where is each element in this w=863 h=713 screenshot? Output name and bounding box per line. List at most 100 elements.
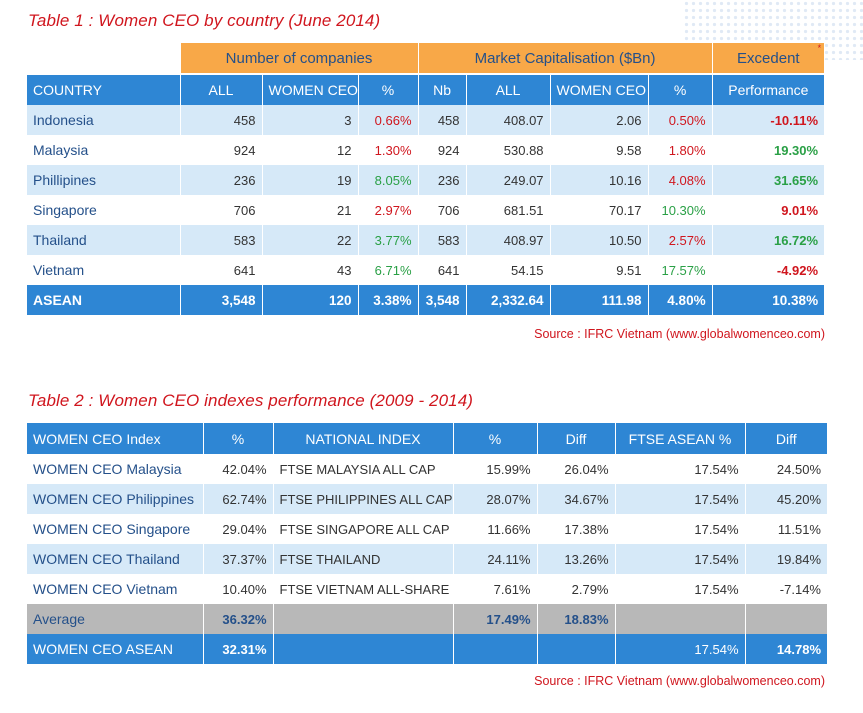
performance-cell: -10.11% <box>712 105 825 135</box>
table1-title: Table 1 : Women CEO by country (June 201… <box>28 11 381 30</box>
cap-all-cell: 681.51 <box>466 195 551 225</box>
performance-cell: 31.65% <box>712 165 825 195</box>
table-row: WOMEN CEO Vietnam 10.40% FTSE VIETNAM AL… <box>27 574 827 604</box>
total-cap-all-cell: 2,332.64 <box>466 285 551 315</box>
asean-national-cell <box>273 634 454 664</box>
total-pct-cell: 3.38% <box>358 285 419 315</box>
national-index-cell: FTSE THAILAND <box>273 544 454 574</box>
national-index-cell: FTSE PHILIPPINES ALL CAP <box>273 484 454 514</box>
total-cap-women-cell: 111.98 <box>550 285 649 315</box>
national-pct-cell: 15.99% <box>453 454 538 484</box>
ftse-asean-cell: 17.54% <box>615 544 746 574</box>
asean-national-pct-cell <box>453 634 538 664</box>
col-header-national-pct: % <box>453 423 538 454</box>
average-pct-cell: 36.32% <box>203 604 274 634</box>
col-header-cap-women-ceo: WOMEN CEO <box>550 74 649 105</box>
pct-cell: 62.74% <box>203 484 274 514</box>
pct-cell: 6.71% <box>358 255 419 285</box>
table-row: Singapore 706 21 2.97% 706 681.51 70.17 … <box>27 195 825 225</box>
col-header-all: ALL <box>180 74 263 105</box>
col-header-ftse-asean-pct: FTSE ASEAN % <box>615 423 746 454</box>
nb-cell: 641 <box>418 255 467 285</box>
table-row: Thailand 583 22 3.77% 583 408.97 10.50 2… <box>27 225 825 255</box>
women-cell: 21 <box>262 195 359 225</box>
average-diff-cell: 18.83% <box>537 604 616 634</box>
asean-diff-asean-cell: 14.78% <box>745 634 827 664</box>
ftse-asean-cell: 17.54% <box>615 484 746 514</box>
col-header-country: COUNTRY <box>27 74 181 105</box>
nb-cell: 236 <box>418 165 467 195</box>
ftse-asean-cell: 17.54% <box>615 514 746 544</box>
average-row: Average 36.32% 17.49% 18.83% <box>27 604 827 634</box>
cap-women-cell: 10.50 <box>550 225 649 255</box>
country-cell: Indonesia <box>27 105 181 135</box>
cap-women-cell: 9.58 <box>550 135 649 165</box>
total-women-cell: 120 <box>262 285 359 315</box>
index-name-cell: WOMEN CEO Vietnam <box>27 574 204 604</box>
col-header-nb: Nb <box>418 74 467 105</box>
women-cell: 22 <box>262 225 359 255</box>
average-ftse-cell <box>615 604 746 634</box>
performance-cell: 16.72% <box>712 225 825 255</box>
table2-source: Source : IFRC Vietnam (www.globalwomence… <box>534 674 825 688</box>
women-cell: 19 <box>262 165 359 195</box>
pct-cell: 29.04% <box>203 514 274 544</box>
average-diff-asean-cell <box>745 604 827 634</box>
all-cell: 706 <box>180 195 263 225</box>
national-index-cell: FTSE MALAYSIA ALL CAP <box>273 454 454 484</box>
country-cell: Thailand <box>27 225 181 255</box>
table1-source: Source : IFRC Vietnam (www.globalwomence… <box>534 327 825 341</box>
all-cell: 641 <box>180 255 263 285</box>
asean-pct-cell: 32.31% <box>203 634 274 664</box>
cap-pct-cell: 2.57% <box>648 225 713 255</box>
performance-cell: -4.92% <box>712 255 825 285</box>
ftse-asean-cell: 17.54% <box>615 574 746 604</box>
asean-ftse-cell: 17.54% <box>615 634 746 664</box>
index-name-cell: WOMEN CEO Thailand <box>27 544 204 574</box>
table-row: Phillipines 236 19 8.05% 236 249.07 10.1… <box>27 165 825 195</box>
national-index-cell: FTSE VIETNAM ALL-SHARE <box>273 574 454 604</box>
pct-cell: 3.77% <box>358 225 419 255</box>
all-cell: 458 <box>180 105 263 135</box>
all-cell: 236 <box>180 165 263 195</box>
cap-all-cell: 249.07 <box>466 165 551 195</box>
group-header-companies: Number of companies <box>180 43 419 75</box>
country-cell: Phillipines <box>27 165 181 195</box>
total-row: ASEAN 3,548 120 3.38% 3,548 2,332.64 111… <box>27 285 825 315</box>
index-name-cell: WOMEN CEO Philippines <box>27 484 204 514</box>
table-row: Malaysia 924 12 1.30% 924 530.88 9.58 1.… <box>27 135 825 165</box>
pct-cell: 37.37% <box>203 544 274 574</box>
women-cell: 43 <box>262 255 359 285</box>
national-pct-cell: 24.11% <box>453 544 538 574</box>
cap-all-cell: 408.97 <box>466 225 551 255</box>
country-cell: Malaysia <box>27 135 181 165</box>
national-pct-cell: 7.61% <box>453 574 538 604</box>
cap-women-cell: 2.06 <box>550 105 649 135</box>
asean-label-cell: WOMEN CEO ASEAN <box>27 634 204 664</box>
table2-title: Table 2 : Women CEO indexes performance … <box>28 391 474 410</box>
diff-asean-cell: -7.14% <box>745 574 827 604</box>
col-header-diff: Diff <box>537 423 616 454</box>
index-name-cell: WOMEN CEO Malaysia <box>27 454 204 484</box>
women-cell: 12 <box>262 135 359 165</box>
cap-pct-cell: 0.50% <box>648 105 713 135</box>
country-cell: Singapore <box>27 195 181 225</box>
pct-cell: 0.66% <box>358 105 419 135</box>
table-row: Vietnam 641 43 6.71% 641 54.15 9.51 17.5… <box>27 255 825 285</box>
pct-cell: 8.05% <box>358 165 419 195</box>
group-header-excedent: Excedent * <box>712 43 825 75</box>
diff-asean-cell: 11.51% <box>745 514 827 544</box>
cap-pct-cell: 4.08% <box>648 165 713 195</box>
women-cell: 3 <box>262 105 359 135</box>
table-row: WOMEN CEO Singapore 29.04% FTSE SINGAPOR… <box>27 514 827 544</box>
cap-all-cell: 54.15 <box>466 255 551 285</box>
col-header-women-ceo: WOMEN CEO <box>262 74 359 105</box>
total-all-cell: 3,548 <box>180 285 263 315</box>
col-header-pct: % <box>358 74 419 105</box>
national-pct-cell: 11.66% <box>453 514 538 544</box>
all-cell: 924 <box>180 135 263 165</box>
total-country-cell: ASEAN <box>27 285 181 315</box>
pct-cell: 42.04% <box>203 454 274 484</box>
col-header-performance: Performance <box>712 74 825 105</box>
cap-women-cell: 10.16 <box>550 165 649 195</box>
